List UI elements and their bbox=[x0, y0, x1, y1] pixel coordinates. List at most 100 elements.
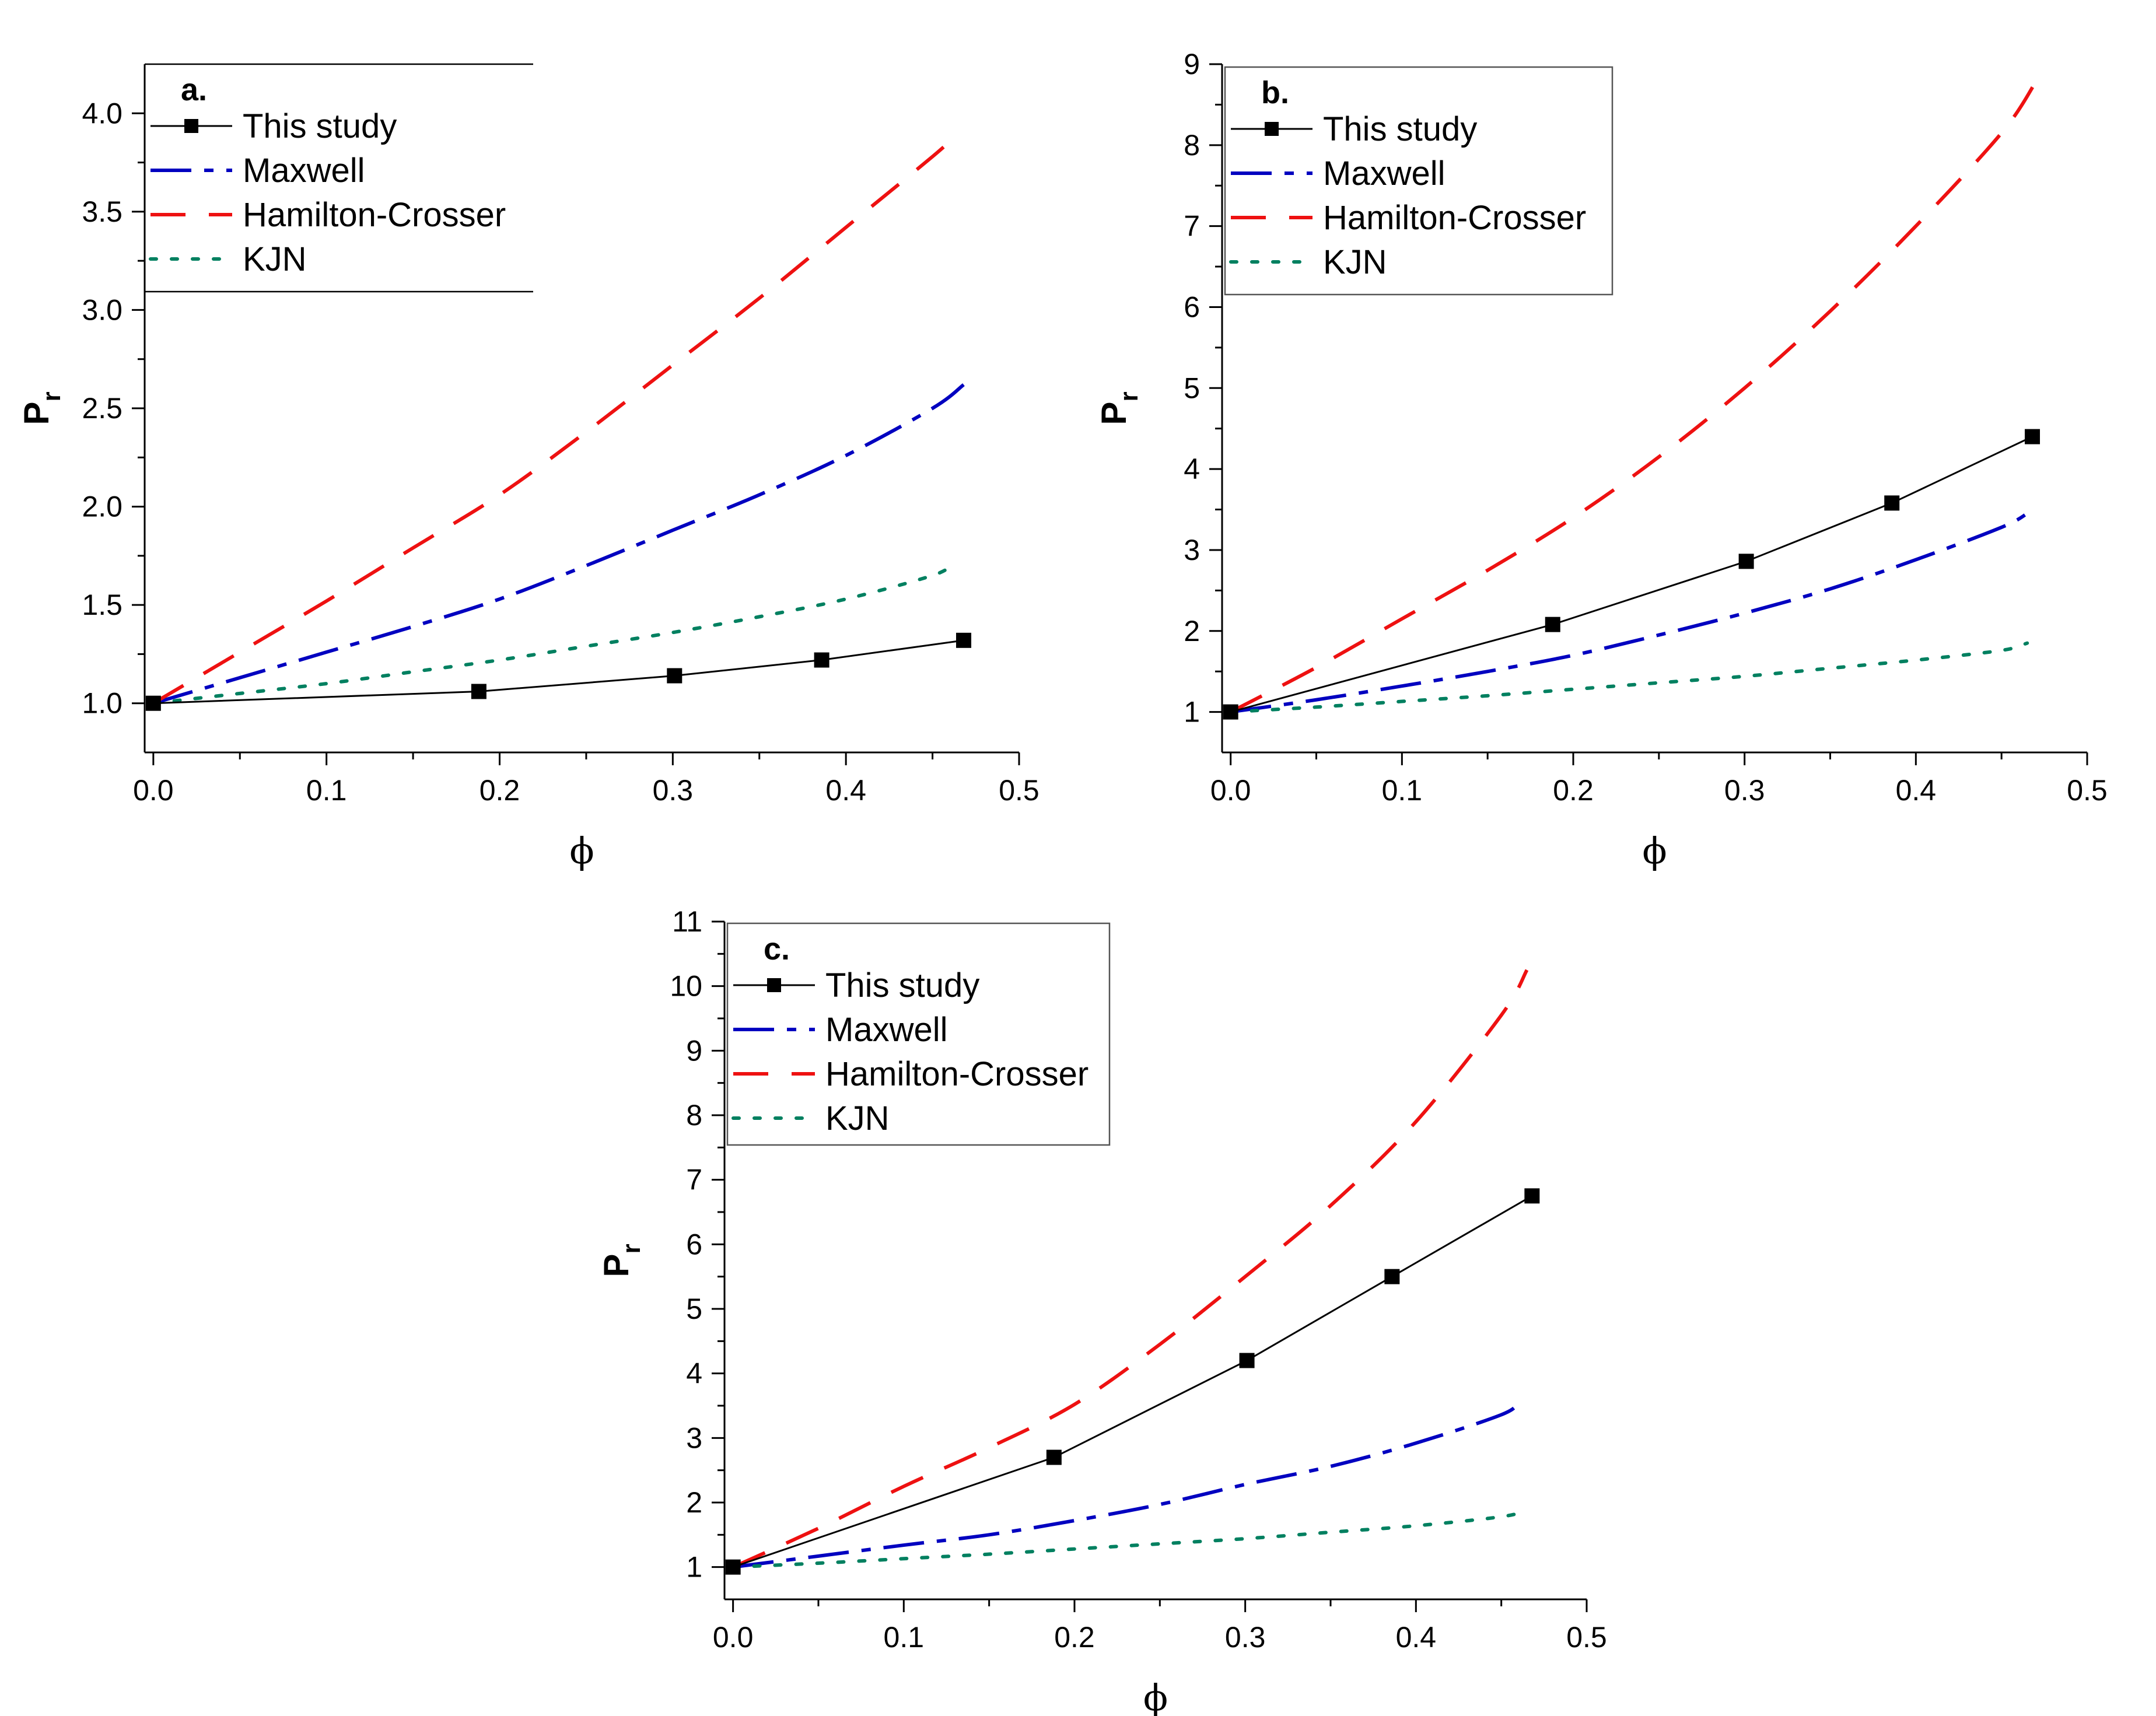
legend-entry-label: KJN bbox=[1323, 243, 1387, 281]
y-axis-label-main: P bbox=[597, 1254, 636, 1277]
x-axis-label: ϕ bbox=[1143, 1676, 1168, 1716]
y-tick-label: 4 bbox=[1184, 453, 1200, 485]
x-tick-label: 0.5 bbox=[1566, 1621, 1607, 1654]
series-line-maxwell bbox=[1230, 512, 2028, 714]
x-tick-label: 0.0 bbox=[133, 774, 174, 807]
y-tick-label: 3.0 bbox=[82, 293, 123, 326]
data-point bbox=[956, 632, 972, 648]
x-tick-label: 0.4 bbox=[825, 774, 866, 807]
y-axis-label: Pr bbox=[17, 391, 66, 425]
series-line-maxwell bbox=[733, 1401, 1520, 1569]
y-tick-label: 3.5 bbox=[82, 195, 123, 228]
chart-panel-a: 0.0 0.1 0.2 0.3 0.4 0.5 1.0 1.5 2.0 2.5 3.0 3.5 4.0 ϕ… bbox=[17, 63, 1040, 872]
y-axis-label: Pr bbox=[597, 1244, 646, 1277]
x-tick-label: 0.1 bbox=[884, 1621, 925, 1654]
x-tick-label: 0.5 bbox=[2067, 774, 2108, 807]
x-tick-label: 0.0 bbox=[1210, 774, 1251, 807]
y-tick-label: 6 bbox=[1184, 290, 1200, 323]
y-tick-label: 9 bbox=[686, 1034, 702, 1067]
legend-entry-label: KJN bbox=[825, 1099, 890, 1137]
y-tick-label: 1 bbox=[1184, 696, 1200, 729]
legend: a. This study Maxwell Hamilton-Crosser KJN bbox=[145, 63, 533, 293]
x-tick-label: 0.4 bbox=[1896, 774, 1937, 807]
legend-entry-label: Maxwell bbox=[243, 152, 365, 190]
legend-entry-label: Maxwell bbox=[825, 1011, 948, 1049]
y-tick-label: 4.0 bbox=[82, 97, 123, 129]
y-tick-label: 11 bbox=[672, 905, 702, 938]
data-point bbox=[814, 652, 830, 668]
series-line-this-study bbox=[1230, 436, 2033, 713]
series-line-kjn bbox=[1228, 641, 2029, 714]
legend-marker bbox=[767, 978, 781, 992]
legend-marker bbox=[1265, 122, 1279, 136]
series-line-kjn bbox=[151, 562, 956, 705]
x-tick-label: 0.1 bbox=[1382, 774, 1423, 807]
legend-entry-label: Hamilton-Crosser bbox=[243, 196, 506, 234]
chart-panel-b: 0.0 0.1 0.2 0.3 0.4 0.5 1 2 3 4 5 6 7 8 9 ϕ Pr b. This stu… bbox=[1094, 48, 2108, 872]
y-tick-label: 2 bbox=[686, 1486, 702, 1519]
legend-entry-label: This study bbox=[825, 966, 979, 1004]
y-axis-label: Pr bbox=[1094, 391, 1143, 425]
series-line-this-study bbox=[153, 639, 964, 705]
data-point bbox=[471, 684, 487, 699]
y-axis-label-subscript: r bbox=[1115, 391, 1143, 401]
x-axis-label: ϕ bbox=[569, 829, 594, 872]
x-tick-label: 0.4 bbox=[1396, 1621, 1437, 1654]
y-tick-label: 9 bbox=[1184, 48, 1200, 80]
series-line-hamilton-crosser bbox=[732, 969, 1529, 1569]
y-axis-label-subscript: r bbox=[617, 1244, 646, 1253]
data-point bbox=[1545, 617, 1560, 632]
x-tick-label: 0.3 bbox=[653, 774, 694, 807]
y-tick-label: 5 bbox=[686, 1293, 702, 1325]
data-point bbox=[145, 695, 161, 711]
y-tick-label: 6 bbox=[686, 1228, 702, 1260]
data-point bbox=[1738, 554, 1754, 569]
y-axis-label-main: P bbox=[1094, 402, 1133, 425]
legend-box bbox=[1224, 66, 1614, 296]
legend-entry-label: Hamilton-Crosser bbox=[825, 1055, 1088, 1093]
legend-entry-label: Hamilton-Crosser bbox=[1323, 199, 1586, 237]
data-point bbox=[2025, 429, 2041, 444]
y-axis-label-main: P bbox=[17, 402, 56, 425]
y-tick-label: 10 bbox=[670, 970, 702, 1003]
data-point bbox=[1524, 1188, 1540, 1204]
legend-entry-label: This study bbox=[243, 107, 397, 145]
legend-marker bbox=[184, 119, 198, 133]
y-tick-label: 5 bbox=[1184, 372, 1200, 404]
y-tick-label: 8 bbox=[686, 1099, 702, 1132]
legend: b. This study Maxwell Hamilton-Crosser KJN bbox=[1224, 66, 1614, 296]
data-point bbox=[1046, 1449, 1062, 1465]
legend-entry-label: This study bbox=[1323, 110, 1477, 148]
x-tick-label: 0.3 bbox=[1724, 774, 1765, 807]
y-tick-label: 3 bbox=[1184, 534, 1200, 566]
y-tick-label: 4 bbox=[686, 1357, 702, 1390]
series-line-kjn bbox=[731, 1508, 1529, 1569]
series-line-hamilton-crosser bbox=[152, 131, 960, 705]
y-tick-label: 2.0 bbox=[82, 491, 123, 523]
y-tick-label: 7 bbox=[1184, 210, 1200, 243]
y-tick-label: 3 bbox=[686, 1421, 702, 1454]
x-tick-label: 0.0 bbox=[713, 1621, 754, 1654]
data-point bbox=[1223, 704, 1238, 720]
y-tick-label: 8 bbox=[1184, 129, 1200, 162]
y-tick-label: 1 bbox=[686, 1551, 702, 1584]
y-axis-label-subscript: r bbox=[37, 391, 66, 401]
legend-box bbox=[726, 922, 1111, 1146]
data-point bbox=[667, 668, 682, 684]
y-tick-label: 7 bbox=[686, 1164, 702, 1196]
data-point bbox=[1239, 1353, 1255, 1368]
chart-panel-c: 0.0 0.1 0.2 0.3 0.4 0.5 1 2 3 4 5 6 7 8 9 10 11 ϕ Pr c. This… bbox=[597, 905, 1607, 1716]
x-tick-label: 0.2 bbox=[480, 774, 520, 807]
legend: c. This study Maxwell Hamilton-Crosser KJN bbox=[726, 922, 1111, 1146]
panel-label: c. bbox=[764, 931, 790, 966]
y-tick-label: 1.0 bbox=[82, 687, 123, 720]
y-tick-label: 2.5 bbox=[82, 392, 123, 425]
series-line-maxwell bbox=[152, 383, 965, 705]
panel-label: b. bbox=[1261, 75, 1289, 110]
x-tick-label: 0.3 bbox=[1225, 1621, 1266, 1654]
data-point bbox=[1884, 495, 1900, 511]
x-tick-label: 0.2 bbox=[1553, 774, 1594, 807]
x-tick-label: 0.1 bbox=[306, 774, 347, 807]
y-tick-label: 2 bbox=[1184, 615, 1200, 647]
